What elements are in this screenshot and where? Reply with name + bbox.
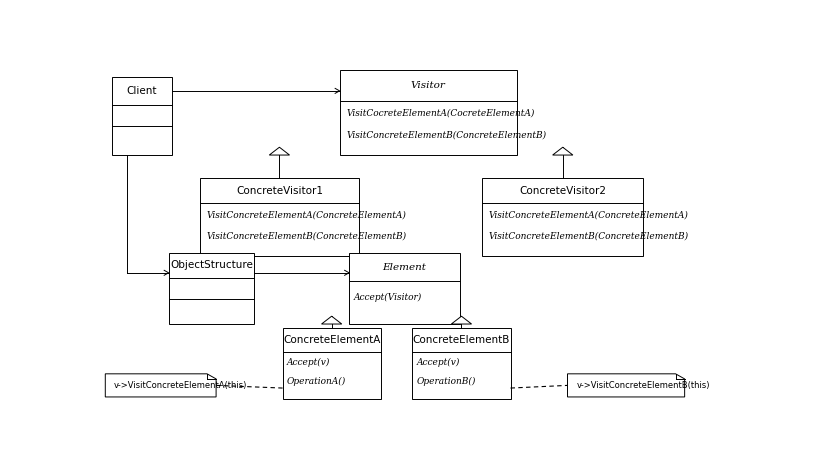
Text: Accept(v): Accept(v): [287, 358, 330, 367]
Bar: [200, 178, 359, 256]
Text: VisitCocreteElementA(CocreteElementA): VisitCocreteElementA(CocreteElementA): [346, 109, 535, 118]
Text: OperationA(): OperationA(): [287, 377, 346, 386]
Text: ConcreteElementB: ConcreteElementB: [413, 335, 510, 345]
Polygon shape: [568, 374, 685, 397]
Polygon shape: [322, 316, 342, 324]
Bar: [340, 70, 517, 155]
Bar: [283, 328, 381, 399]
Bar: [413, 328, 511, 399]
Text: VisitConcreteElementB(ConcreteElementB): VisitConcreteElementB(ConcreteElementB): [346, 130, 547, 139]
Bar: [112, 77, 172, 155]
Text: VisitConcreteElementA(ConcreteElementA): VisitConcreteElementA(ConcreteElementA): [207, 210, 407, 219]
Text: ConcreteVisitor1: ConcreteVisitor1: [236, 186, 323, 196]
Text: Element: Element: [382, 262, 426, 272]
Text: VisitConcreteElementB(ConcreteElementB): VisitConcreteElementB(ConcreteElementB): [489, 232, 689, 241]
Text: Visitor: Visitor: [411, 81, 445, 90]
Text: v->VisitConcreteElementA(this): v->VisitConcreteElementA(this): [114, 381, 248, 390]
Bar: [482, 178, 644, 256]
Bar: [168, 253, 254, 324]
Text: Accept(Visitor): Accept(Visitor): [354, 292, 422, 302]
Polygon shape: [552, 147, 573, 155]
Text: Client: Client: [127, 86, 157, 96]
Text: ConcreteElementA: ConcreteElementA: [283, 335, 381, 345]
Text: ObjectStructure: ObjectStructure: [170, 260, 252, 270]
Polygon shape: [270, 147, 289, 155]
Text: VisitConcreteElementA(ConcreteElementA): VisitConcreteElementA(ConcreteElementA): [489, 210, 689, 219]
Text: ConcreteVisitor2: ConcreteVisitor2: [520, 186, 606, 196]
Polygon shape: [105, 374, 216, 397]
Bar: [349, 253, 460, 324]
Text: Accept(v): Accept(v): [417, 358, 460, 367]
Text: v->VisitConcreteElementB(this): v->VisitConcreteElementB(this): [577, 381, 710, 390]
Text: VisitConcreteElementB(ConcreteElementB): VisitConcreteElementB(ConcreteElementB): [207, 232, 407, 241]
Text: OperationB(): OperationB(): [417, 377, 475, 386]
Polygon shape: [451, 316, 471, 324]
